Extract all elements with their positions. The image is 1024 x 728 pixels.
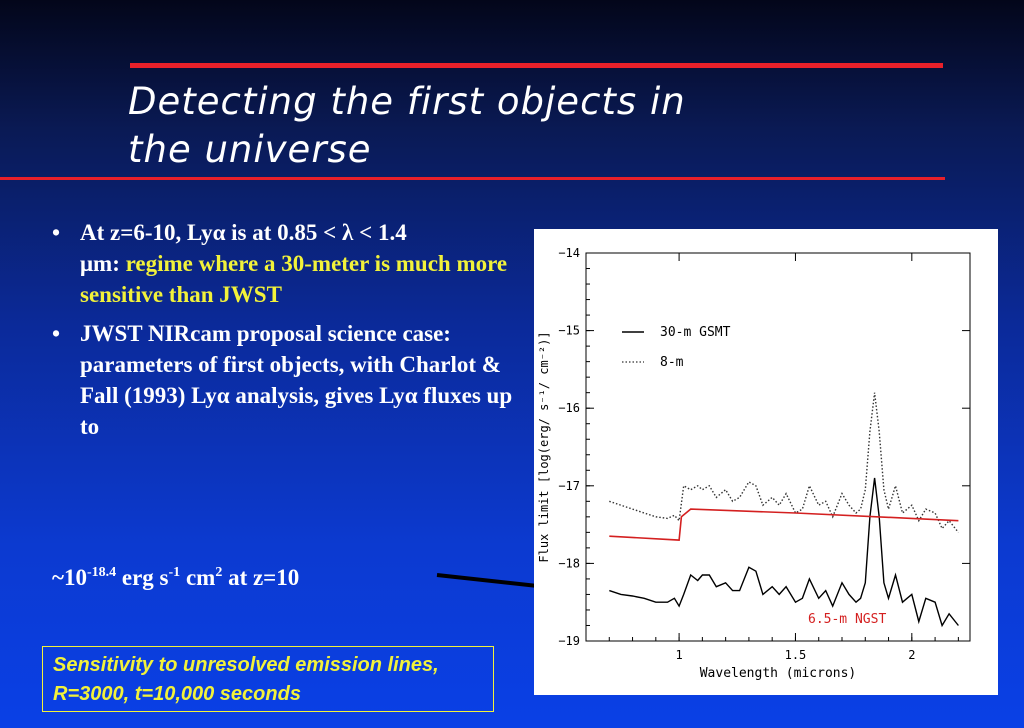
bullet2-text-a: JWST NIRcam proposal science case: param…	[80, 321, 501, 408]
y-axis-ticks: −14 −15 −16 −17 −18 −19	[558, 246, 970, 648]
bullet1-text-c: is at 0.85 <	[225, 220, 343, 245]
series-30m-gsmt-line	[609, 477, 959, 628]
bullet1-text-a: At z=6-10, Ly	[80, 220, 213, 245]
bullet-item-jwst-case: JWST NIRcam proposal science case: param…	[52, 318, 522, 442]
x-tick-label: 1	[675, 648, 682, 662]
flux-unit-2-exponent: 2	[215, 565, 223, 580]
lambda-symbol: λ	[342, 220, 354, 245]
legend: 30-m GSMT 8-m	[622, 325, 731, 370]
bullet1-text-e: < 1.4	[353, 220, 407, 245]
y-tick-label: −18	[558, 556, 580, 570]
slide-title: Detecting the first objects in the unive…	[128, 78, 928, 174]
series-8m-line	[609, 392, 959, 533]
legend-label-30m: 30-m GSMT	[660, 325, 731, 340]
x-tick-label: 1.5	[785, 648, 807, 662]
chart-svg: 1 1.5 2 −14−15−16−17−18−19 Wavelength (mic…	[537, 246, 971, 681]
bullet-item-lya-regime: At z=6-10, Lyα is at 0.85 < λ < 1.4 μm: r…	[52, 217, 522, 310]
bullet2-text-e: fluxes up to	[80, 383, 513, 439]
series-ngst-line	[609, 508, 959, 541]
series-layer	[609, 392, 959, 628]
ngst-annotation: 6.5-m NGST	[808, 612, 886, 627]
bullet1-text-g: m:	[93, 251, 126, 276]
title-line-1: Detecting the first objects in	[128, 80, 686, 123]
y-axis-label: Flux limit [log(erg/ s⁻¹/ cm⁻²)]	[537, 331, 551, 562]
flux-unit-1-exponent: -1	[168, 565, 181, 580]
flux-unit-2: cm	[180, 565, 216, 590]
legend-label-8m: 8-m	[660, 355, 684, 370]
x-axis-label: Wavelength (microns)	[700, 666, 857, 681]
bullet2-text-c: analysis, gives Ly	[229, 383, 405, 408]
bullet1-highlight: regime where a 30-meter is much more sen…	[80, 251, 508, 307]
title-line-2: the universe	[128, 128, 372, 171]
y-tick-label: −19	[558, 634, 580, 648]
alpha-symbol: α	[212, 220, 226, 245]
plot-frame	[585, 252, 971, 642]
flux-value-line: ~10-18.4 erg s-1 cm2 at z=10	[52, 558, 299, 593]
alpha-symbol: α	[404, 383, 418, 408]
sensitivity-note-box: Sensitivity to unresolved emission lines…	[42, 646, 494, 712]
bullet-list: At z=6-10, Lyα is at 0.85 < λ < 1.4μm: r…	[52, 217, 522, 450]
flux-exponent: -18.4	[86, 565, 117, 580]
title-top-rule	[130, 63, 943, 68]
alpha-symbol: α	[216, 383, 230, 408]
flux-prefix: ~10	[52, 565, 87, 590]
y-tick-label: −16	[558, 401, 580, 415]
y-tick-label: −17	[558, 479, 580, 493]
title-bottom-rule	[0, 177, 945, 180]
flux-limit-chart: 1 1.5 2 −14 −15 −16 −17 −18 −19 Wavelength (mic…	[534, 229, 998, 695]
flux-unit-1: erg s	[116, 565, 169, 590]
x-axis-ticks: 1 1.5 2	[608, 253, 959, 662]
mu-symbol: μ	[80, 251, 94, 276]
flux-suffix: at z=10	[222, 565, 300, 590]
y-tick-label: −14	[558, 246, 580, 260]
x-tick-label: 2	[908, 648, 915, 662]
y-tick-label: −15	[558, 324, 580, 338]
